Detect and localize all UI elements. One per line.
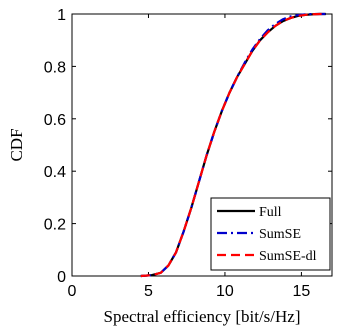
x-tick-label: 10 bbox=[216, 283, 234, 300]
x-tick-label: 5 bbox=[144, 283, 153, 300]
y-tick-label: 0.4 bbox=[44, 164, 66, 181]
y-axis-label: CDF bbox=[7, 128, 26, 161]
x-axis-label: Spectral efficiency [bit/s/Hz] bbox=[104, 307, 301, 326]
x-tick-label: 15 bbox=[293, 283, 311, 300]
series-line-sumse-dl bbox=[140, 12, 326, 278]
x-tick-label: 0 bbox=[68, 283, 77, 300]
legend-label: Full bbox=[259, 205, 282, 220]
y-tick-label: 0.2 bbox=[44, 217, 66, 234]
legend: Full SumSE SumSE-dl bbox=[210, 197, 331, 271]
y-tick-label: 0 bbox=[57, 269, 66, 286]
y-tick-label: 1 bbox=[57, 7, 66, 24]
y-tick-label: 0.6 bbox=[44, 112, 66, 129]
y-tick-label: 0.8 bbox=[44, 59, 66, 76]
legend-label: SumSE-dl bbox=[259, 249, 317, 264]
legend-label: SumSE bbox=[259, 227, 301, 242]
